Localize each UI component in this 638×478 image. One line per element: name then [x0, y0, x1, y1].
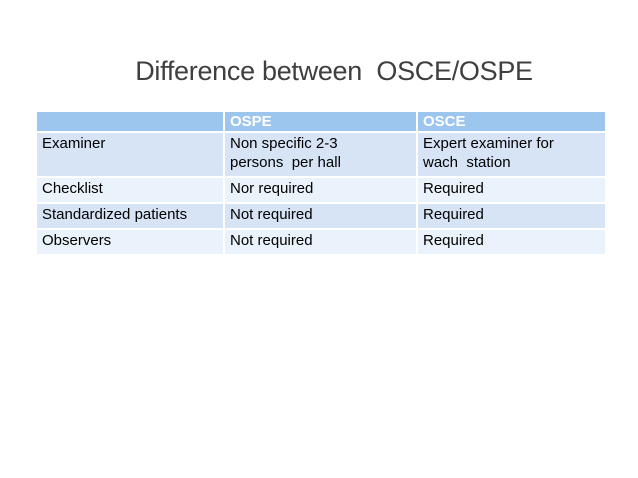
- table-row-examiner: Examiner Non specific 2-3 persons per ha…: [35, 131, 607, 178]
- column-header-osce: OSCE: [416, 110, 607, 133]
- table-row-observers: Observers Not required Required: [35, 228, 607, 256]
- cell-osce: Required: [416, 202, 607, 230]
- column-header-blank: [35, 110, 225, 133]
- column-header-ospe: OSPE: [223, 110, 418, 133]
- cell-ospe: Not required: [223, 228, 418, 256]
- comparison-table: OSPE OSCE Examiner Non specific 2-3 pers…: [35, 110, 607, 256]
- page-title: Difference between OSCE/OSPE: [135, 56, 533, 86]
- cell-ospe: Non specific 2-3 persons per hall: [223, 131, 418, 178]
- table-row-standardized-patients: Standardized patients Not required Requi…: [35, 202, 607, 230]
- row-label: Examiner: [35, 131, 225, 178]
- table-header-row: OSPE OSCE: [35, 110, 607, 133]
- row-label: Standardized patients: [35, 202, 225, 230]
- cell-ospe: Nor required: [223, 176, 418, 204]
- cell-osce: Expert examiner for wach station: [416, 131, 607, 178]
- cell-ospe: Not required: [223, 202, 418, 230]
- cell-osce: Required: [416, 176, 607, 204]
- table-row-checklist: Checklist Nor required Required: [35, 176, 607, 204]
- row-label: Checklist: [35, 176, 225, 204]
- cell-osce: Required: [416, 228, 607, 256]
- row-label: Observers: [35, 228, 225, 256]
